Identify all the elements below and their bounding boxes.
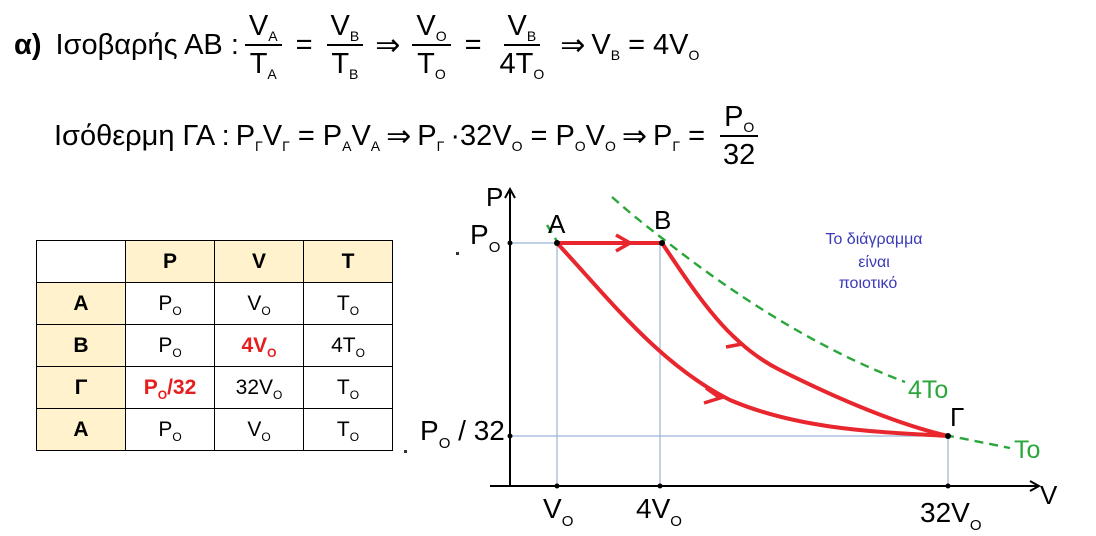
point-g-label: Γ xyxy=(950,402,964,432)
cell-v-highlight: 4VO xyxy=(214,324,304,367)
cell-t: TO xyxy=(303,408,393,451)
tick-32vo-dot xyxy=(945,483,951,489)
implies-arrow: ⇒ xyxy=(375,28,401,62)
row-label: A xyxy=(36,282,126,325)
header-p: P xyxy=(125,240,215,283)
cell-v: VO xyxy=(214,282,304,325)
equals-sign: = xyxy=(628,29,646,61)
result-vb: VB xyxy=(591,29,621,63)
term-pa-va: PAVA xyxy=(322,120,381,154)
note-line-3: ποιοτικό xyxy=(839,275,898,292)
term-pg: PΓ xyxy=(653,120,681,154)
cell-t: TO xyxy=(303,282,393,325)
guide-lines xyxy=(510,242,949,486)
isotherm-to-label: To xyxy=(1014,436,1040,464)
cell-v: VO xyxy=(214,408,304,451)
cell-p: PO xyxy=(125,408,215,451)
fraction-va-ta: VA TA xyxy=(244,12,282,81)
implies-arrow: ⇒ xyxy=(560,28,586,62)
point-b-label: B xyxy=(654,205,671,235)
cell-p: PO xyxy=(125,324,215,367)
stray-dot xyxy=(404,450,407,453)
arrowhead-bg xyxy=(725,330,746,349)
term-pg-vg: PΓVΓ xyxy=(235,120,290,154)
stray-dot xyxy=(456,252,459,255)
state-table: P V T A PO VO TO B PO 4VO 4TO Γ PO/32 32… xyxy=(36,240,393,451)
cell-t: TO xyxy=(303,366,393,409)
row-label: A xyxy=(36,408,126,451)
table-row: A PO VO TO xyxy=(36,282,393,325)
equals-sign: = xyxy=(295,29,313,61)
term-po-vo: POVO xyxy=(555,120,616,154)
part-label: α) xyxy=(14,29,42,61)
arrowhead-ab xyxy=(615,233,634,253)
fraction-po-32: PO 32 xyxy=(719,103,759,170)
fraction-vb-tb: VB TB xyxy=(326,12,364,81)
row-label: Γ xyxy=(36,366,126,409)
isobaric-title: Ισοβαρής ΑΒ : xyxy=(55,29,239,61)
table-row: A PO VO TO xyxy=(36,408,393,451)
isotherm-4to xyxy=(611,196,906,384)
fraction-vo-to: VO TO xyxy=(412,12,451,81)
note-line-2: είναι xyxy=(858,254,890,271)
x-tick-4vo: 4VO xyxy=(636,493,682,530)
cell-v: 32VO xyxy=(214,366,304,409)
tick-4vo-dot xyxy=(657,483,663,489)
table-row: Γ PO/32 32VO TO xyxy=(36,366,393,409)
x-tick-32vo: 32VO xyxy=(920,497,982,534)
equals-sign: = xyxy=(530,120,548,152)
process-bg xyxy=(660,241,949,438)
note-line-1: Το διάγραμμα xyxy=(825,231,922,248)
arrowhead-ga xyxy=(703,386,724,405)
cell-t: 4TO xyxy=(303,324,393,367)
process-ga xyxy=(555,241,949,438)
row-label: B xyxy=(36,324,126,367)
cell-p: PO xyxy=(125,282,215,325)
isothermal-title: Ισόθερμη ΓΑ : xyxy=(54,120,230,152)
equation-isobaric: α) Ισοβαρής ΑΒ : VA TA = VB TB ⇒ VO TO =… xyxy=(14,10,700,82)
cell-p-highlight: PO/32 xyxy=(125,366,215,409)
tick-po32-dot xyxy=(507,433,513,439)
axis-x-label: V xyxy=(1040,480,1058,510)
y-tick-po-32: PO / 32 xyxy=(420,415,505,452)
table-row: B PO 4VO 4TO xyxy=(36,324,393,367)
equation-isothermal: Ισόθερμη ΓΑ : PΓVΓ = PAVA ⇒ PΓ ·32VO = PO… xyxy=(54,103,765,170)
point-a-label: A xyxy=(548,209,566,239)
point-g-dot xyxy=(945,433,951,439)
equals-sign: = xyxy=(464,29,482,61)
implies-arrow: ⇒ xyxy=(386,119,412,153)
isotherm-4to-label: 4To xyxy=(908,376,948,404)
axis-y-label: P xyxy=(486,182,503,212)
fraction-vb-4to: VB 4TO xyxy=(499,10,545,82)
term-pg-32vo: PΓ ·32VO xyxy=(417,120,523,154)
point-b-dot xyxy=(659,240,665,246)
implies-arrow: ⇒ xyxy=(621,119,648,153)
tick-po-dot xyxy=(507,240,513,246)
point-a-dot xyxy=(554,240,560,246)
result-4vo: 4VO xyxy=(653,29,700,63)
y-tick-po: PO xyxy=(470,219,500,256)
equals-sign: = xyxy=(297,120,315,152)
x-tick-vo: VO xyxy=(543,493,573,530)
tick-vo-dot xyxy=(554,483,560,489)
header-v: V xyxy=(214,240,304,283)
equals-sign: = xyxy=(688,120,706,152)
